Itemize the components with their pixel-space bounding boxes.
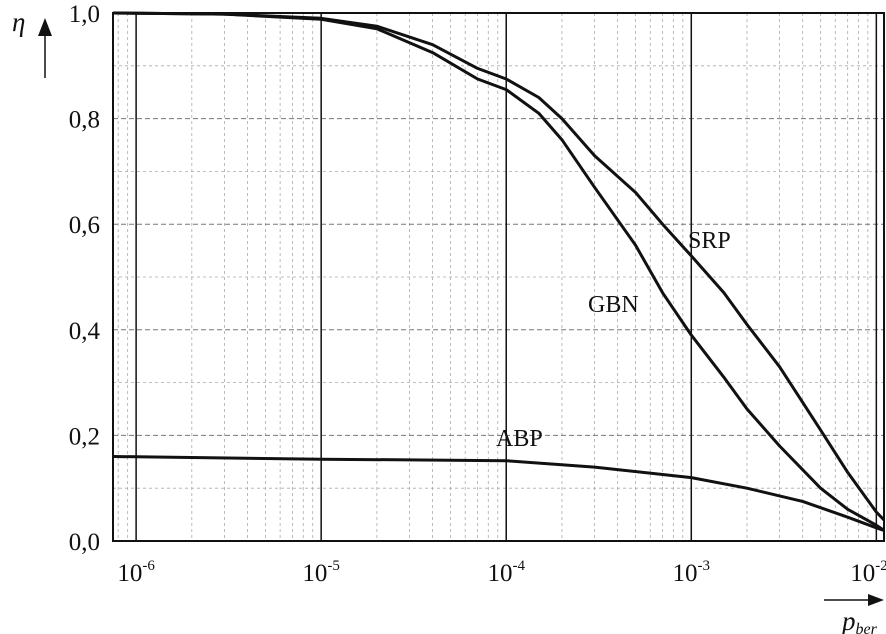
tick-labels: 0,0 0,2 0,4 0,6 0,8 1,0 10-6 10-5 10-4 10-3 10-2 <box>69 1 886 587</box>
series-line-gbn <box>112 11 885 532</box>
x-axis-label-main: p <box>840 606 856 634</box>
y-tick-label: 0,6 <box>69 212 100 239</box>
x-tick-label: 10-3 <box>673 558 711 587</box>
y-tick-label: 0,0 <box>69 529 100 556</box>
x-tick-label: 10-4 <box>487 558 525 587</box>
y-axis-label-group: η <box>12 7 52 78</box>
y-axis-arrow-head <box>38 18 52 36</box>
series-label-srp: SRP <box>688 228 731 254</box>
minor-grid <box>113 13 884 541</box>
x-axis-label-group: pber <box>824 594 884 634</box>
major-grid <box>135 13 878 541</box>
x-axis-label: pber <box>840 606 878 634</box>
x-tick-label: 10-6 <box>117 558 155 587</box>
y-tick-label: 1,0 <box>69 1 100 28</box>
x-tick-label: 10-2 <box>850 558 886 587</box>
series-line-srp <box>112 11 886 521</box>
y-tick-label: 0,4 <box>69 318 101 345</box>
series-label-gbn: GBN <box>588 292 639 318</box>
plot-frame <box>112 12 885 542</box>
x-tick-label: 10-5 <box>302 558 340 587</box>
series-line-abp <box>112 455 885 532</box>
series-label-abp: ABP <box>496 426 543 452</box>
y-tick-label: 0,2 <box>69 423 100 450</box>
y-tick-label: 0,8 <box>69 107 100 134</box>
series-layer: SRP GBN ABP <box>112 11 886 532</box>
y-axis-label: η <box>12 7 25 37</box>
x-axis-label-sub: ber <box>856 621 878 634</box>
x-axis-arrow-head <box>868 594 884 606</box>
